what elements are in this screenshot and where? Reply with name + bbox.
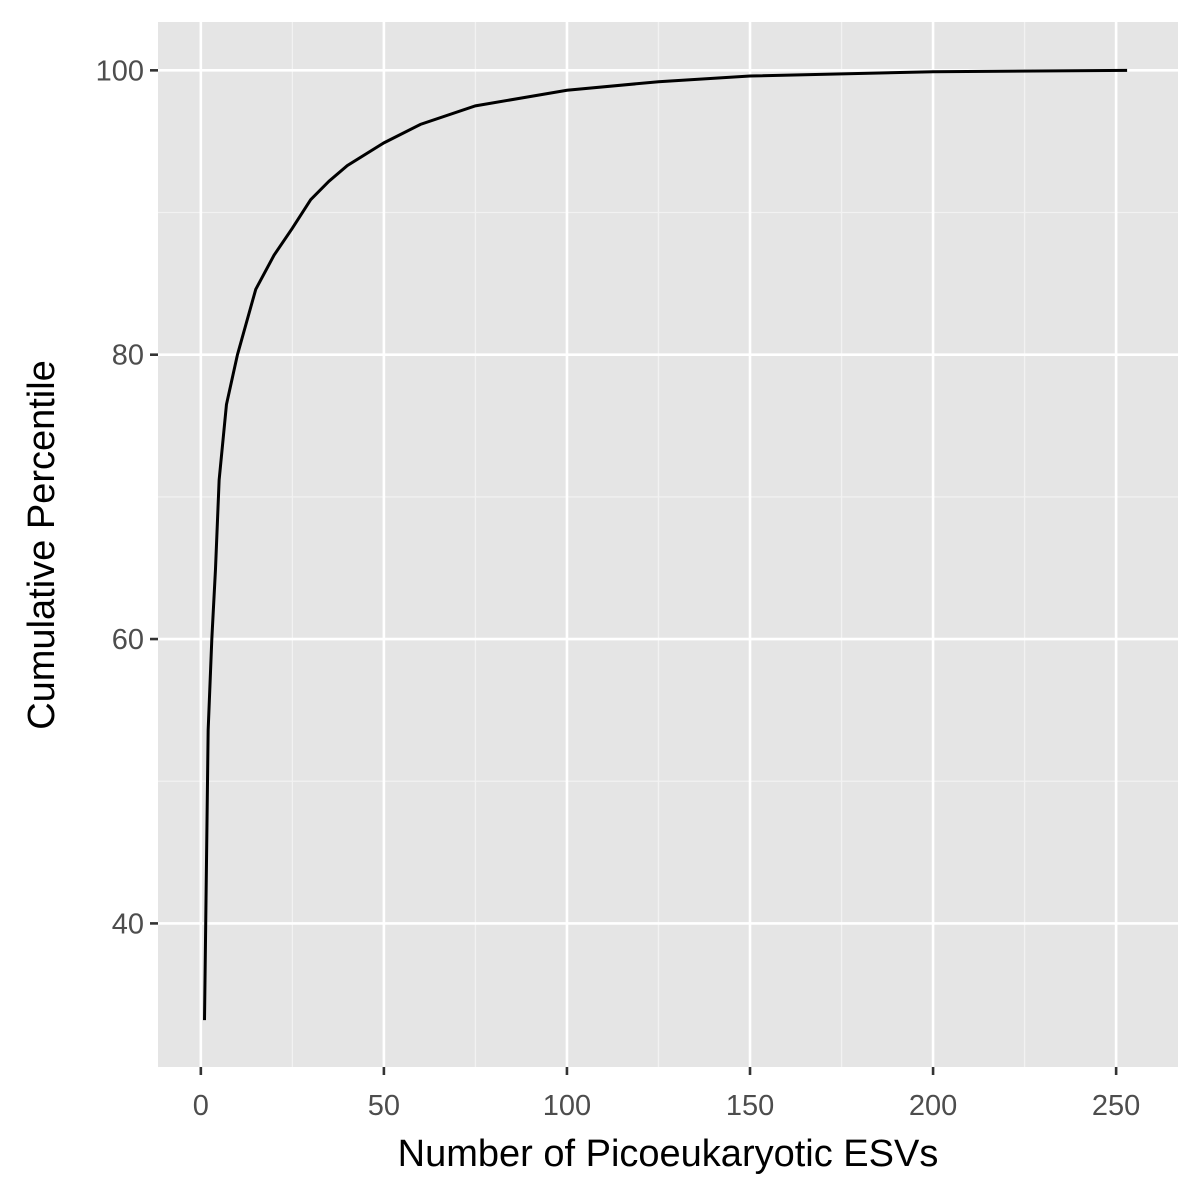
x-tick-label: 0 (193, 1090, 209, 1122)
y-tick-label: 100 (96, 55, 144, 87)
y-tick-label: 60 (112, 624, 144, 656)
x-tick-label: 50 (368, 1090, 400, 1122)
data-line (202, 68, 1128, 1021)
x-tick-label: 250 (1092, 1090, 1140, 1122)
x-axis-title: Number of Picoeukaryotic ESVs (398, 1133, 939, 1175)
y-tick-label: 40 (112, 908, 144, 940)
y-axis-title: Cumulative Percentile (21, 360, 63, 730)
x-tick-label: 200 (909, 1090, 957, 1122)
y-tick-label: 80 (112, 340, 144, 372)
x-tick-label: 150 (726, 1090, 774, 1122)
x-tick-label: 100 (543, 1090, 591, 1122)
panel (158, 22, 1178, 1067)
